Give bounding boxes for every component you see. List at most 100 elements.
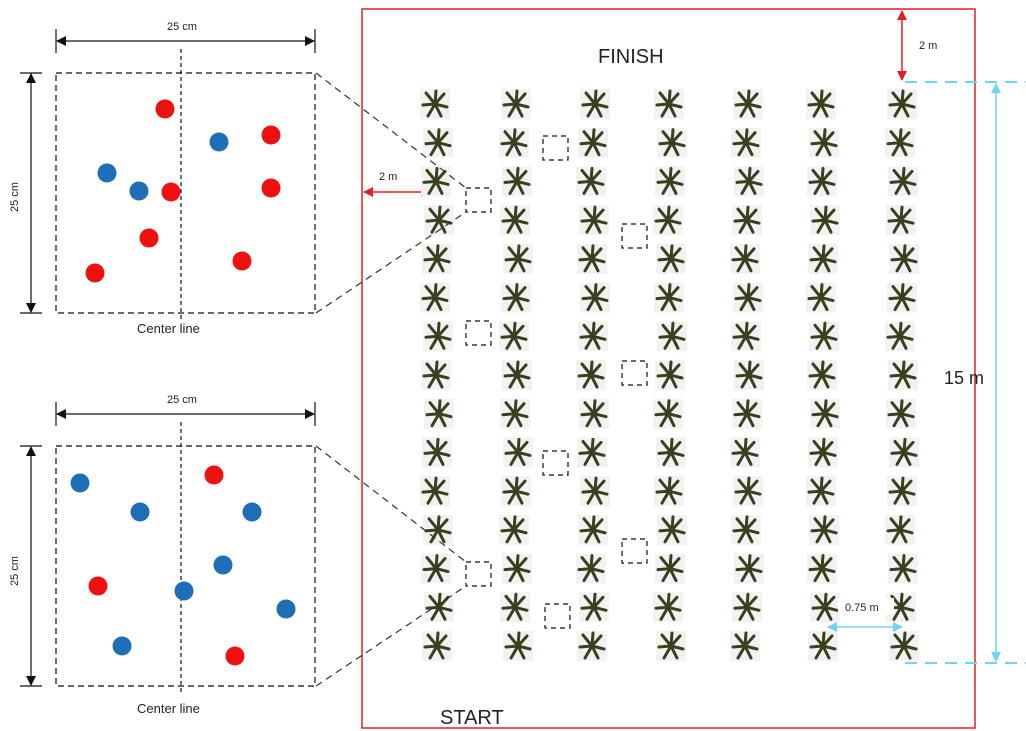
plant-icon — [423, 127, 453, 158]
plant-icon — [730, 243, 760, 274]
zoom-connectors — [315, 72, 467, 687]
plant-icon — [424, 398, 454, 429]
plant-icon — [809, 514, 839, 545]
plant-icon — [731, 321, 761, 352]
plant-icon — [655, 360, 685, 390]
plant-icon — [500, 205, 530, 236]
plant-icon — [808, 631, 838, 661]
center-line-label: Center line — [137, 321, 200, 336]
plant-icon — [731, 514, 761, 545]
plant-icon — [579, 592, 609, 623]
plant-icon — [657, 321, 687, 352]
plant-icon — [500, 398, 530, 429]
field-quadrat — [465, 561, 492, 587]
plant-icon — [655, 553, 685, 584]
plant-icon — [888, 360, 918, 390]
row-spacing-label: 0.75 m — [845, 602, 879, 614]
row-spacing-label-bg — [838, 598, 894, 614]
plant-icon — [577, 437, 607, 468]
plant-icon — [887, 89, 917, 119]
plant-icon — [889, 437, 919, 468]
plant-icon — [889, 631, 919, 661]
blue-dot — [209, 132, 229, 152]
red-dot — [261, 178, 281, 198]
red-dot — [155, 99, 175, 119]
plant-icon — [580, 476, 610, 507]
plant-icon — [423, 514, 453, 545]
plant-icon — [576, 553, 606, 584]
plant-icon — [501, 89, 531, 119]
width-label: 25 cm — [167, 21, 197, 33]
plant-icon — [731, 127, 761, 158]
plant-icon — [577, 243, 607, 274]
length-label: 15 m — [944, 368, 984, 388]
red-dot — [225, 646, 245, 666]
plant-icon — [885, 321, 915, 352]
plant-icon — [579, 398, 609, 429]
plant-icon — [806, 476, 836, 507]
start-label: START — [440, 707, 504, 729]
blue-dot — [112, 636, 132, 656]
plant-icon — [580, 282, 610, 313]
plant-icon — [808, 437, 838, 468]
blue-dot — [129, 181, 149, 201]
field-quadrat — [465, 187, 492, 213]
quadrat-panel-top: 25 cm 25 cm Center line — [9, 21, 316, 336]
plant-icon — [654, 89, 684, 119]
red-dot — [161, 182, 181, 202]
blue-dot — [276, 599, 296, 619]
plant-icon — [502, 166, 532, 197]
field-quadrat — [465, 320, 492, 346]
plant-icon — [503, 631, 533, 661]
plant-icon — [503, 243, 533, 274]
field-quadrat — [621, 538, 648, 564]
plant-icon — [809, 127, 839, 158]
plant-icon — [655, 166, 685, 197]
plant-icon — [888, 553, 918, 584]
plant-icon — [886, 398, 916, 429]
plant-icon — [503, 437, 533, 468]
field-quadrat — [542, 450, 569, 476]
red-dot — [204, 465, 224, 485]
plant-icon — [889, 243, 919, 274]
plant-icon — [421, 553, 451, 584]
plant-icon — [806, 89, 836, 119]
center-line-label: Center line — [137, 701, 200, 716]
plant-icon — [420, 282, 450, 313]
red-dot — [88, 576, 108, 596]
plant-icon — [657, 514, 687, 545]
plant-icon — [420, 89, 450, 119]
plant-icon — [499, 514, 529, 545]
plant-icon — [422, 631, 452, 661]
plant-rows — [420, 89, 919, 661]
plant-icon — [578, 321, 608, 352]
plant-icon — [810, 592, 840, 623]
left-gap-label: 2 m — [379, 171, 397, 183]
field-quadrat — [621, 223, 648, 249]
plant-icon — [807, 166, 837, 197]
weed-dots — [70, 465, 296, 666]
plant-icon — [654, 282, 684, 313]
blue-dot — [70, 473, 90, 493]
plant-icon — [733, 89, 763, 119]
blue-dot — [97, 163, 117, 183]
plant-icon — [656, 631, 686, 661]
red-dot — [139, 228, 159, 248]
plant-icon — [732, 205, 762, 236]
plant-icon — [579, 205, 609, 236]
plant-icon — [885, 514, 915, 545]
plant-icon — [734, 360, 764, 390]
quadrat-panel-bottom: 25 cm 25 cm Center line — [9, 394, 316, 716]
plant-icon — [653, 592, 683, 623]
plant-icon — [423, 321, 453, 352]
quadrat-frame — [55, 445, 316, 687]
blue-dot — [242, 502, 262, 522]
plant-icon — [653, 398, 683, 429]
top-gap-label: 2 m — [919, 40, 937, 52]
plant-icon — [730, 437, 760, 468]
plant-icon — [656, 437, 686, 468]
width-label: 25 cm — [167, 394, 197, 406]
height-label: 25 cm — [9, 182, 21, 212]
plant-icon — [422, 243, 452, 274]
